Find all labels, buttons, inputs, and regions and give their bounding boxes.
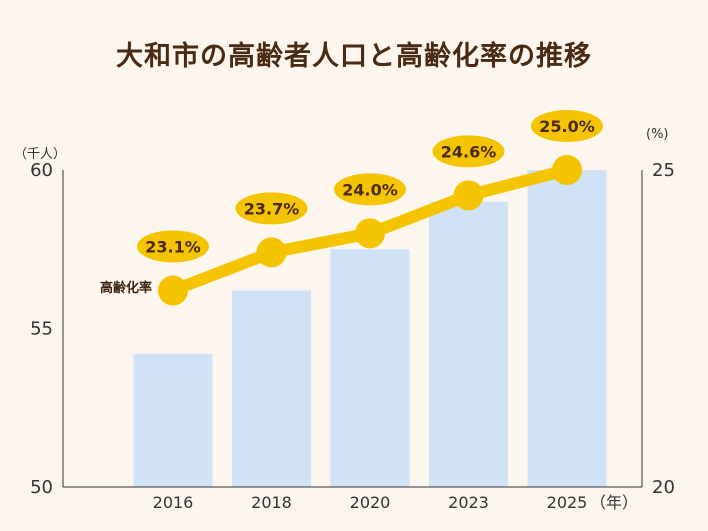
y-left-tick-55: 55 (30, 319, 53, 340)
x-tick-2018: 2018 (251, 493, 292, 512)
y-right-unit: (%) (646, 127, 669, 142)
chart-title: 大和市の高齢者人口と高齢化率の推移 (116, 41, 592, 72)
data-label-2023: 24.6% (441, 142, 497, 161)
point-2023 (453, 180, 484, 211)
point-2016 (158, 275, 188, 306)
data-label-bubble-2020 (334, 173, 406, 206)
bar-2020 (330, 249, 410, 487)
x-unit: （年） (590, 493, 638, 512)
x-tick-2025: 2025 (547, 493, 588, 512)
y-left-tick-50: 50 (30, 477, 53, 498)
data-label-bubble-2018 (235, 192, 308, 225)
bar-2016 (133, 353, 213, 487)
bar-2023 (429, 201, 508, 487)
data-label-2025: 25.0% (539, 117, 595, 136)
x-tick-2016: 2016 (153, 493, 194, 512)
data-label-2016: 23.1% (145, 237, 201, 256)
point-2020 (355, 218, 385, 249)
series-label-高齢化率: 高齢化率 (100, 280, 152, 296)
y-left-tick-60: 60 (30, 160, 53, 181)
x-tick-2023: 2023 (448, 493, 489, 512)
point-2018 (256, 237, 287, 268)
data-label-bubble-2016 (137, 230, 209, 263)
data-label-bubble-2025 (531, 110, 603, 142)
y-right-tick-20: 20 (652, 477, 675, 498)
y-left-unit: （千人） (14, 147, 66, 162)
y-right-tick-25: 25 (652, 160, 675, 181)
data-label-2020: 24.0% (342, 180, 398, 199)
bar-2025 (527, 170, 607, 487)
data-label-bubble-2023 (432, 135, 505, 168)
data-label-2018: 23.7% (244, 199, 300, 218)
x-tick-2020: 2020 (350, 493, 391, 512)
bar-2018 (232, 290, 311, 487)
point-2025 (552, 155, 582, 185)
